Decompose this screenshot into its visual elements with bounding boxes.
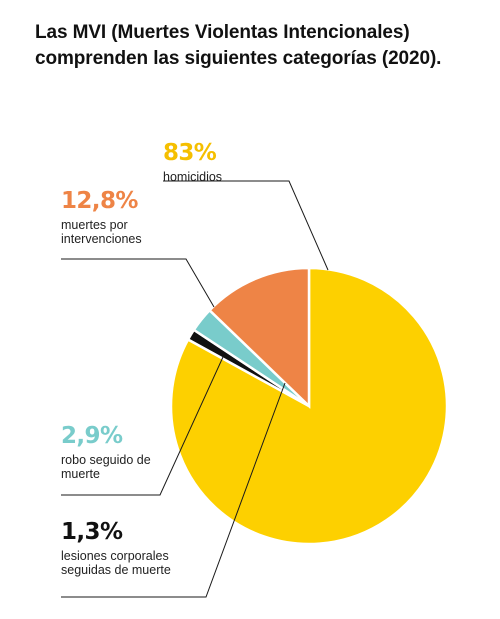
pie-slice-homicidios [169,266,449,546]
leader-line-lesiones-corporales-seguidas-de-muerte [61,382,286,598]
category-label-muertes-por-intervenciones: intervenciones [61,232,142,246]
percent-label-muertes-por-intervenciones: 12,8% [61,188,138,214]
category-label-robo-seguido-de-muerte: robo seguido de [61,453,151,467]
percent-label-homicidios: 83% [163,140,217,166]
category-label-lesiones-corporales-seguidas-de-muerte: lesiones corporales [61,549,169,563]
pie-labels: 83% homicidios 1,3% lesiones corporalessegu… [61,140,222,577]
pie-slices [169,266,449,546]
leader-lines [61,180,329,598]
category-label-robo-seguido-de-muerte: muerte [61,467,100,481]
leader-line-robo-seguido-de-muerte [61,356,224,496]
category-label-lesiones-corporales-seguidas-de-muerte: seguidas de muerte [61,563,171,577]
chart-title: Las MVI (Muertes Violentas Intencionales… [35,22,442,69]
percent-label-robo-seguido-de-muerte: 2,9% [61,423,123,449]
leader-line-muertes-por-intervenciones [61,258,215,308]
leader-line-homicidios [163,180,329,271]
percent-label-lesiones-corporales-seguidas-de-muerte: 1,3% [61,519,123,545]
pie-slice-muertes-por-intervenciones [207,266,311,409]
category-label-muertes-por-intervenciones: muertes por [61,218,128,232]
category-label-homicidios: homicidios [163,170,222,184]
